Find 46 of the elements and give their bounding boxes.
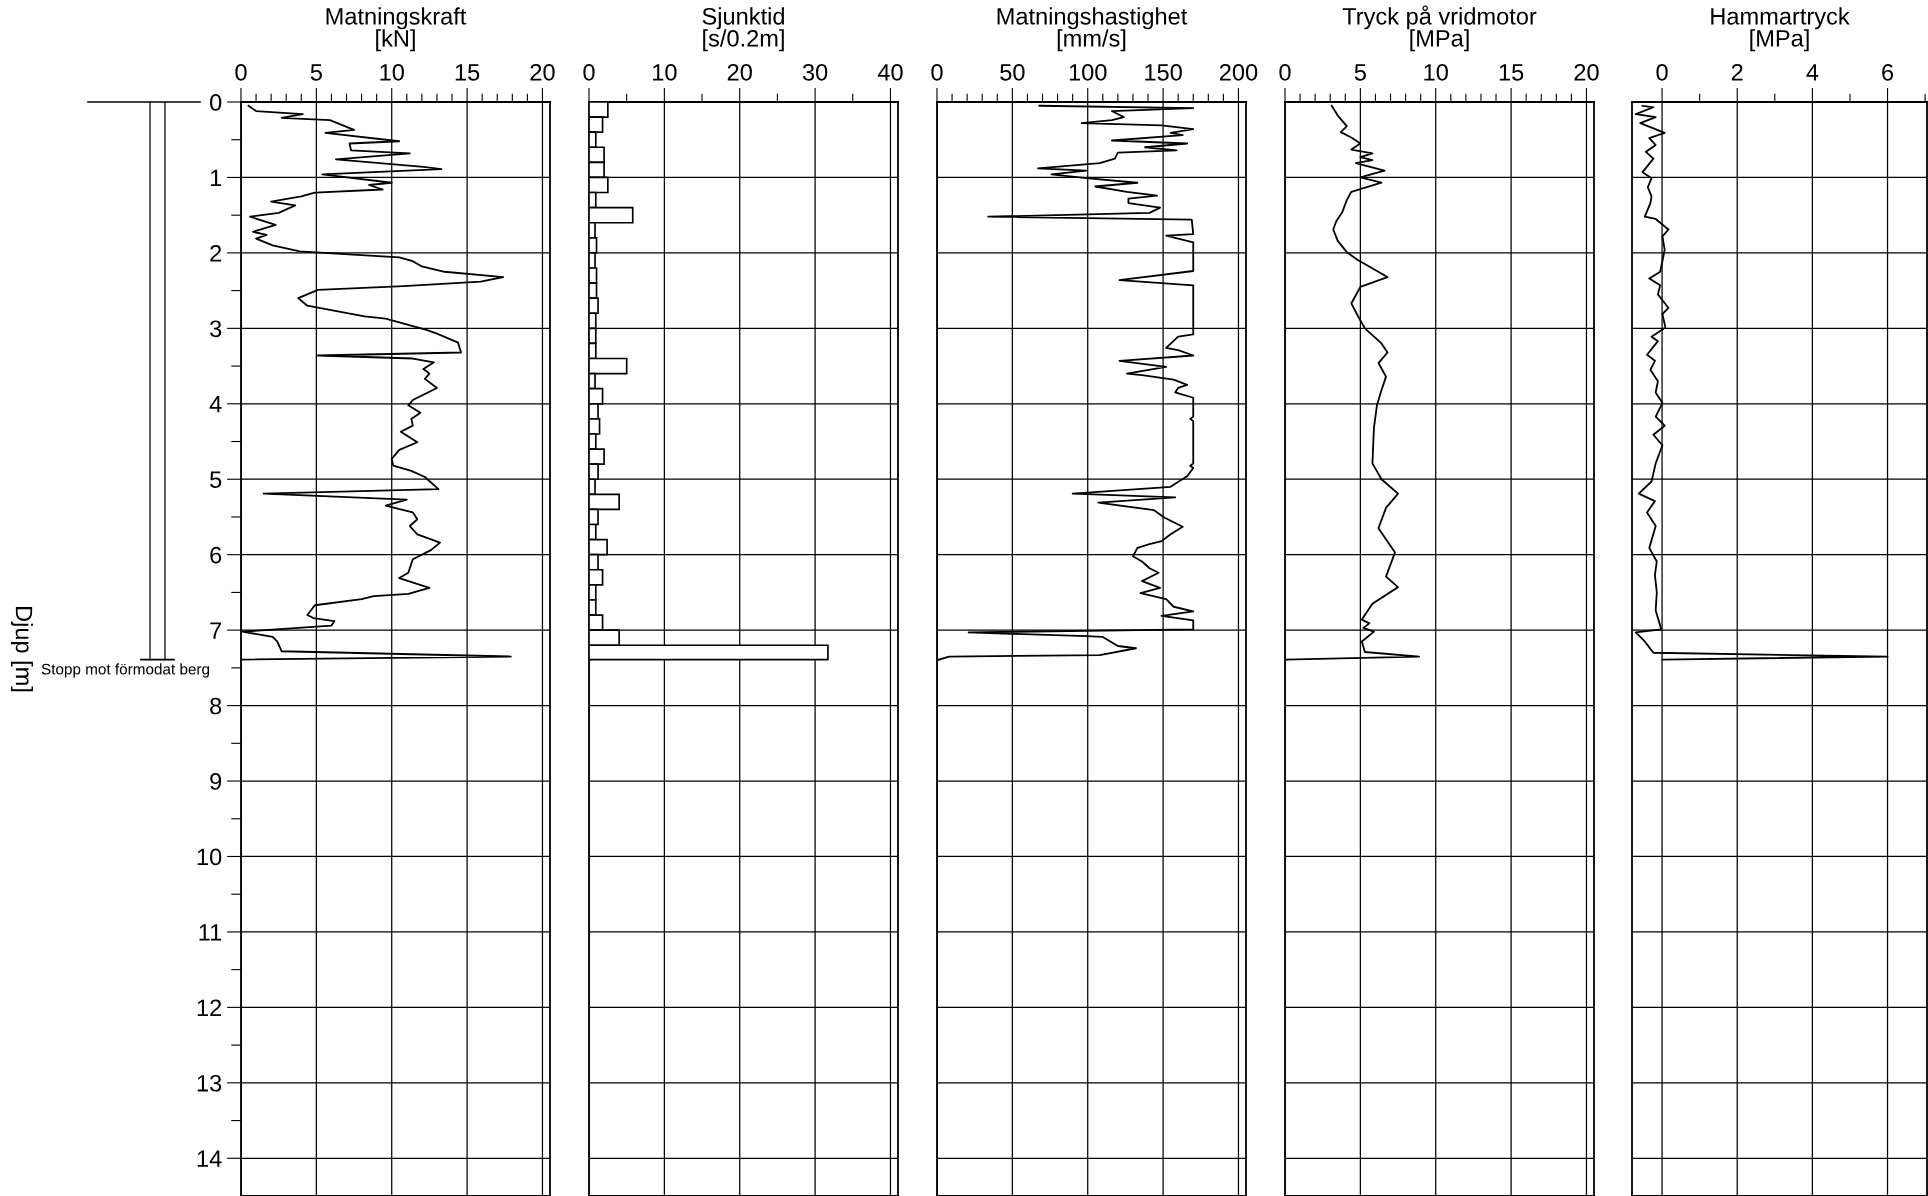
x-tick-label: 50 (1000, 63, 1025, 81)
x-tick-label: 15 (1499, 64, 1524, 81)
chart-title: Matningshastighet [mm/s] (997, 7, 1188, 52)
x-tick-label: 20 (1574, 63, 1599, 81)
text: Stopp mot förmodat berg (41, 663, 210, 678)
chart-title: Sjunktid [s/0.2m] (702, 7, 784, 52)
x-tick-label: 0 (931, 63, 943, 81)
x-tick-label: 10 (653, 63, 677, 81)
x-tick-label: 2 (1731, 63, 1743, 81)
x-tick-label: 10 (380, 63, 404, 81)
chart-title: Tryck på vridmotor [MPa] (1342, 5, 1537, 52)
x-tick-label: 10 (1424, 63, 1448, 81)
x-tick-label: 6 (1882, 63, 1894, 81)
y-tick-label: 6 (210, 546, 222, 564)
x-tick-label: 15 (455, 64, 480, 81)
y-tick-label: 0 (210, 94, 222, 111)
y-tick-label: 4 (209, 396, 222, 413)
x-tick-label: 5 (1354, 64, 1366, 81)
y-tick-label: 14 (197, 1150, 222, 1167)
x-tick-label: 4 (1806, 64, 1819, 81)
x-tick-label: 20 (727, 63, 752, 81)
chart-title: Hammartryck [MPa] (1711, 7, 1850, 52)
y-axis-title: Djup [m] (11, 606, 33, 692)
chart-title: Matningskraft [kN] (326, 7, 467, 52)
x-tick-label: 100 (1069, 63, 1107, 81)
x-tick-label: 30 (802, 63, 828, 81)
x-tick-label: 20 (530, 63, 555, 81)
x-tick-label: 0 (235, 63, 247, 81)
x-tick-label: 0 (1279, 63, 1291, 81)
y-tick-label: 13 (197, 1074, 222, 1092)
x-tick-label: 5 (310, 64, 322, 81)
y-tick-label: 9 (210, 773, 222, 790)
x-tick-label: 0 (1656, 63, 1668, 81)
y-tick-label: 1 (210, 169, 222, 186)
y-tick-label: 5 (210, 471, 222, 489)
y-tick-label: 3 (210, 320, 222, 338)
y-tick-label: 10 (197, 848, 222, 866)
x-tick-label: 0 (583, 63, 595, 81)
x-tick-label: 40 (877, 63, 903, 81)
x-tick-label: 200 (1219, 63, 1258, 81)
y-tick-label: 7 (210, 622, 222, 639)
y-tick-label: 11 (199, 924, 222, 941)
x-tick-label: 150 (1145, 63, 1182, 81)
y-tick-label: 12 (197, 999, 222, 1016)
y-tick-label: 2 (210, 244, 222, 262)
y-tick-label: 8 (210, 697, 222, 715)
